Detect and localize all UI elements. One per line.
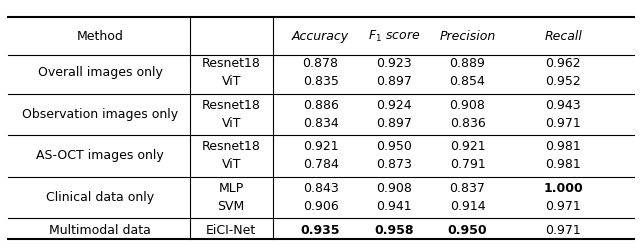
Text: $F_1$ score: $F_1$ score (368, 29, 420, 44)
Text: Resnet18: Resnet18 (202, 140, 260, 153)
Text: 0.981: 0.981 (545, 158, 581, 172)
Text: Clinical data only: Clinical data only (46, 191, 154, 204)
Text: Resnet18: Resnet18 (202, 99, 260, 112)
Text: 0.923: 0.923 (376, 57, 412, 70)
Text: 0.971: 0.971 (545, 200, 581, 213)
Text: 0.854: 0.854 (449, 75, 486, 88)
Text: Precision: Precision (440, 30, 495, 43)
Text: 0.908: 0.908 (449, 99, 486, 112)
Text: 0.897: 0.897 (376, 117, 412, 130)
Text: 0.878: 0.878 (303, 57, 339, 70)
Text: 0.943: 0.943 (545, 99, 581, 112)
Text: 0.950: 0.950 (448, 224, 487, 237)
Text: Accuracy: Accuracy (292, 30, 349, 43)
Text: Recall: Recall (545, 30, 582, 43)
Text: ViT: ViT (221, 158, 241, 172)
Text: 1.000: 1.000 (543, 182, 583, 195)
Text: 0.837: 0.837 (449, 182, 486, 195)
Text: 0.950: 0.950 (376, 140, 412, 153)
Text: 0.908: 0.908 (376, 182, 412, 195)
Text: 0.958: 0.958 (374, 224, 414, 237)
Text: Resnet18: Resnet18 (202, 57, 260, 70)
Text: 0.971: 0.971 (545, 117, 581, 130)
Text: 0.784: 0.784 (303, 158, 339, 172)
Text: 0.791: 0.791 (450, 158, 485, 172)
Text: 0.897: 0.897 (376, 75, 412, 88)
Text: 0.906: 0.906 (303, 200, 339, 213)
Text: 0.924: 0.924 (376, 99, 412, 112)
Text: 0.952: 0.952 (545, 75, 581, 88)
Text: 0.941: 0.941 (376, 200, 412, 213)
Text: Observation images only: Observation images only (22, 108, 179, 121)
Text: 0.914: 0.914 (450, 200, 485, 213)
Text: 0.836: 0.836 (450, 117, 485, 130)
Text: 0.981: 0.981 (545, 140, 581, 153)
Text: Method: Method (77, 30, 124, 43)
Text: 0.886: 0.886 (303, 99, 339, 112)
Text: 0.935: 0.935 (301, 224, 340, 237)
Text: 0.873: 0.873 (376, 158, 412, 172)
Text: ViT: ViT (221, 75, 241, 88)
Text: 0.921: 0.921 (303, 140, 339, 153)
Text: ViT: ViT (221, 117, 241, 130)
Text: Overall images only: Overall images only (38, 66, 163, 79)
Text: Multimodal data: Multimodal data (49, 224, 151, 237)
Text: 0.834: 0.834 (303, 117, 339, 130)
Text: 0.962: 0.962 (545, 57, 581, 70)
Text: SVM: SVM (218, 200, 244, 213)
Text: 0.971: 0.971 (545, 224, 581, 237)
Text: 0.843: 0.843 (303, 182, 339, 195)
Text: AS-OCT images only: AS-OCT images only (36, 149, 164, 162)
Text: MLP: MLP (218, 182, 244, 195)
Text: 0.921: 0.921 (450, 140, 485, 153)
Text: 0.835: 0.835 (303, 75, 339, 88)
Text: EiCI-Net: EiCI-Net (206, 224, 256, 237)
Text: 0.889: 0.889 (449, 57, 486, 70)
